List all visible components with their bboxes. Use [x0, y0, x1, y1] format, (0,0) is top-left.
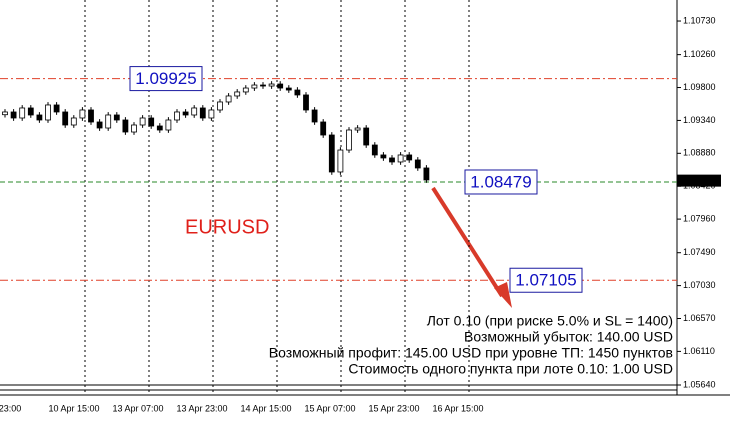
candle-body: [19, 107, 26, 119]
candle-body: [406, 154, 413, 161]
candle-body: [251, 84, 258, 89]
candle-body: [199, 107, 206, 119]
y-tick-label: 1.07490: [683, 247, 716, 257]
current-price-box: [677, 174, 721, 187]
candle-body: [320, 121, 327, 136]
candle-body: [371, 144, 378, 156]
candle-body: [148, 117, 155, 127]
candle-body: [139, 117, 146, 126]
y-tick-label: 1.10260: [683, 49, 716, 59]
candle-body: [45, 104, 51, 121]
candle-body: [113, 114, 120, 121]
info-line: Возможный профит: 145.00 USD при уровне …: [269, 345, 673, 361]
candle-body: [311, 109, 318, 123]
symbol-label: EURUSD: [185, 216, 269, 238]
current-price-label: 1.08498: [683, 175, 716, 185]
x-tick-label: 23:00: [0, 403, 21, 413]
arrow-head: [494, 282, 512, 308]
level-box: [464, 169, 538, 195]
candle-body: [414, 159, 421, 169]
candle-body: [53, 104, 60, 113]
info-line: Лот 0.10 (при риске 5.0% и SL = 1400): [427, 313, 673, 329]
candle-body: [27, 107, 34, 116]
candle-body: [70, 117, 77, 126]
candle-body: [337, 149, 344, 173]
candle-body: [2, 111, 8, 116]
x-tick-label: 14 Apr 15:00: [240, 403, 291, 413]
candle-body: [62, 111, 69, 126]
y-tick-label: 1.10730: [683, 15, 716, 25]
y-tick-label: 1.07030: [683, 280, 716, 290]
candle-body: [354, 127, 361, 131]
candle-body: [122, 119, 129, 133]
candle-body: [268, 83, 275, 87]
candle-body: [260, 84, 266, 87]
y-tick-label: 1.07960: [683, 213, 716, 223]
level-label: 1.08479: [470, 172, 531, 191]
level-label: 1.07105: [515, 271, 576, 290]
candle-body: [217, 101, 223, 111]
candle-body: [88, 109, 94, 123]
candle-body: [79, 109, 86, 119]
candle-body: [346, 129, 352, 151]
candle-body: [389, 157, 395, 163]
y-tick-label: 1.05640: [683, 379, 716, 389]
x-tick-label: 15 Apr 23:00: [368, 403, 419, 413]
candle-body: [131, 124, 137, 133]
candle-body: [328, 134, 335, 173]
candle-body: [303, 94, 309, 111]
y-tick-label: 1.08880: [683, 148, 716, 158]
x-tick-label: 10 Apr 15:00: [48, 403, 99, 413]
level-label: 1.09925: [135, 69, 196, 88]
info-line: Возможный убыток: 140.00 USD: [464, 329, 673, 345]
arrow: [431, 186, 504, 298]
candle-body: [397, 154, 404, 163]
y-tick-label: 1.09800: [683, 82, 716, 92]
info-line: Стоимость одного пункта при лоте 0.10: 1…: [348, 361, 673, 377]
level-box: [129, 66, 203, 92]
x-tick-label: 13 Apr 07:00: [112, 403, 163, 413]
candle-body: [156, 125, 163, 131]
candle-body: [165, 119, 172, 131]
candle-body: [208, 109, 215, 119]
candle-body: [285, 87, 292, 91]
x-tick-label: 15 Apr 07:00: [304, 403, 355, 413]
candle-body: [105, 114, 112, 129]
candle-body: [423, 167, 430, 181]
candle-body: [10, 111, 17, 119]
candle-body: [242, 87, 249, 93]
candle-body: [174, 111, 180, 121]
y-tick-label: 1.06570: [683, 313, 716, 323]
candle-body: [294, 89, 301, 96]
candle-body: [191, 107, 198, 116]
candle-body: [225, 95, 232, 103]
x-tick-label: 16 Apr 15:00: [432, 403, 483, 413]
candle-body: [363, 127, 370, 146]
y-tick-label: 1.09340: [683, 115, 716, 125]
y-tick-label: 1.06110: [683, 346, 715, 356]
candle-body: [380, 154, 387, 159]
level-box: [509, 267, 583, 293]
candle-body: [96, 121, 103, 129]
candle-body: [234, 91, 241, 97]
candle-body: [182, 111, 189, 116]
candle-body: [36, 114, 43, 121]
candle-body: [277, 83, 284, 89]
x-tick-label: 13 Apr 23:00: [176, 403, 227, 413]
